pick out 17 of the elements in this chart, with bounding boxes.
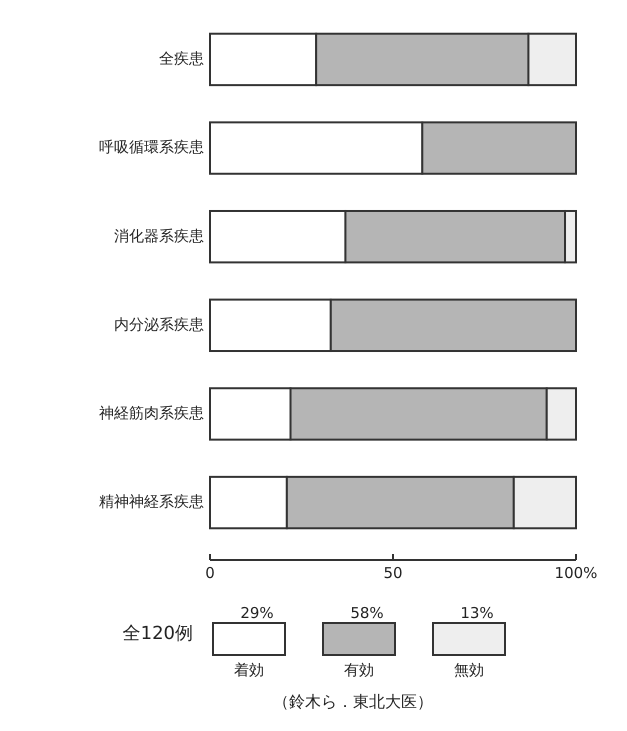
text: 58% bbox=[350, 604, 384, 622]
y-tick-label: 内分泌系疾患 bbox=[114, 315, 204, 334]
legend-label: 有効 bbox=[344, 661, 374, 679]
y-tick-label: 神経筋肉系疾患 bbox=[99, 404, 204, 422]
text: 29% bbox=[240, 604, 274, 622]
legend-title: 全120例 bbox=[122, 623, 193, 644]
legend-label: 無効 bbox=[454, 661, 484, 679]
legend-label: 着効 bbox=[234, 661, 264, 679]
x-tick-label: 50 bbox=[383, 564, 403, 582]
y-tick-label: 精神神経系疾患 bbox=[99, 492, 204, 511]
text: 13% bbox=[460, 604, 494, 622]
text: （鈴木ら．東北大医） bbox=[273, 692, 433, 711]
y-tick-label: 消化器系疾患 bbox=[114, 226, 204, 245]
x-tick-label: 100% bbox=[554, 564, 598, 582]
x-tick-label: 0 bbox=[205, 564, 215, 582]
y-tick-label: 呼吸循環系疾患 bbox=[99, 138, 204, 156]
y-tick-label: 全疾患 bbox=[159, 50, 204, 68]
